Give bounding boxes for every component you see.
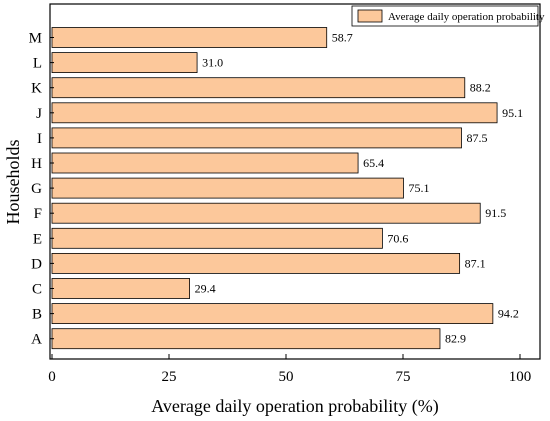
bar-E [51, 227, 383, 249]
legend-box [351, 5, 539, 27]
plot-frame [49, 3, 541, 360]
data-label-F: 91.5 [485, 206, 506, 220]
y-tick-label-J: J [36, 106, 42, 122]
x-tick-label-75: 75 [396, 369, 411, 385]
data-label-I: 87.5 [467, 131, 488, 145]
y-tick-label-I: I [37, 131, 42, 147]
bars-group [51, 27, 498, 350]
bar-L [51, 52, 198, 73]
bar-K [51, 77, 466, 99]
x-tick-label-0: 0 [48, 369, 56, 385]
y-tick-label-G: G [31, 181, 42, 197]
bar-C [51, 278, 190, 299]
bar-B [51, 303, 494, 325]
data-label-E: 70.6 [387, 231, 408, 245]
y-tick-label-E: E [33, 231, 42, 247]
bar-J [51, 102, 498, 124]
bar-I [51, 127, 462, 149]
x-ticks-group: 0 25 50 75 100 [48, 354, 531, 385]
x-tick-label-100: 100 [509, 369, 532, 385]
bar-A [51, 328, 441, 350]
data-label-A: 82.9 [445, 332, 466, 346]
x-tick-label-25: 25 [162, 369, 177, 385]
legend-label: Average daily operation probability [388, 11, 545, 23]
data-label-L: 31.0 [202, 56, 223, 70]
legend-swatch [357, 9, 383, 23]
data-label-D: 87.1 [465, 256, 486, 270]
x-tick-label-50: 50 [279, 369, 294, 385]
y-axis-title: Households [3, 140, 23, 225]
y-tick-label-H: H [31, 156, 42, 172]
y-tick-label-K: K [31, 81, 42, 97]
bar-D [51, 252, 461, 274]
y-tick-label-L: L [33, 56, 42, 72]
bar-G [51, 177, 404, 199]
data-label-C: 29.4 [195, 282, 216, 296]
y-tick-label-A: A [31, 332, 42, 348]
y-tick-label-M: M [29, 31, 42, 47]
y-tick-label-D: D [31, 256, 42, 272]
y-tick-label-B: B [32, 307, 42, 323]
data-label-M: 58.7 [332, 31, 353, 45]
y-tick-label-C: C [32, 282, 42, 298]
data-labels-group: 58.7 31.0 88.2 95.1 87.5 65.4 75.1 91.5 70.6 87.1… [195, 31, 523, 346]
bar-M [51, 27, 328, 48]
bar-H [51, 152, 359, 174]
legend: Average daily operation probability [351, 5, 545, 27]
data-label-J: 95.1 [502, 106, 523, 120]
data-label-H: 65.4 [363, 156, 384, 170]
data-label-B: 94.2 [498, 307, 519, 321]
y-tick-label-F: F [34, 206, 42, 222]
bar-F [51, 202, 481, 224]
data-label-K: 88.2 [470, 81, 491, 95]
data-label-G: 75.1 [408, 181, 429, 195]
x-axis-title: Average daily operation probability (%) [151, 396, 439, 417]
